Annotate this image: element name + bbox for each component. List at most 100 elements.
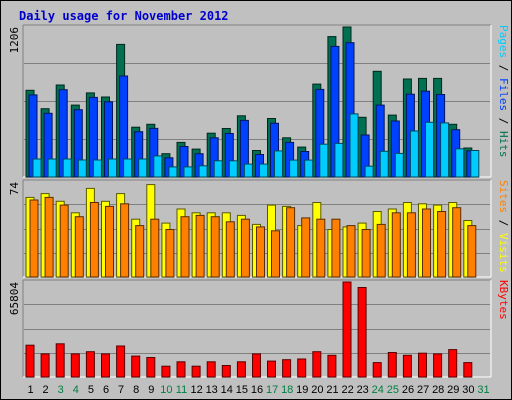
bar-sites-day-21: [331, 218, 341, 278]
x-tick-label-day-22: 22: [341, 384, 353, 396]
legend-entry: Pages: [497, 25, 510, 58]
x-tick-label-day-31: 31: [477, 384, 489, 396]
bar-sites-day-26: [406, 212, 416, 278]
bar-kbytes-day-17: [267, 360, 276, 378]
bar-kbytes-day-7: [116, 345, 126, 378]
bar-pages-day-8: [138, 158, 148, 178]
x-tick-label-day-3: 3: [58, 384, 64, 396]
bar-kbytes-day-22: [342, 281, 352, 378]
panel-hits-files-pages: 1206 Pages / Files / Hits: [8, 24, 510, 178]
bar-sites-day-2: [44, 196, 54, 278]
bar-sites-day-11: [180, 216, 190, 278]
bar-pages-day-11: [183, 166, 193, 178]
bar-sites-day-15: [240, 218, 250, 278]
x-tick-label-day-12: 12: [190, 384, 202, 396]
bar-pages-day-3: [62, 158, 72, 178]
bar-sites-day-27: [422, 208, 431, 278]
bar-kbytes-day-4: [70, 353, 80, 378]
bar-pages-day-9: [153, 155, 163, 178]
bar-sites-day-30: [467, 225, 477, 278]
bar-kbytes-day-19: [297, 358, 307, 378]
x-tick-label-day-28: 28: [432, 384, 444, 396]
x-tick-label-day-14: 14: [221, 384, 233, 396]
bar-pages-day-21: [334, 142, 344, 178]
bar-kbytes-day-27: [418, 352, 427, 378]
bar-sites-day-18: [286, 207, 296, 278]
bar-pages-day-4: [77, 159, 87, 178]
bar-sites-day-23: [361, 229, 371, 278]
y-axis-max-label: 74: [8, 182, 21, 196]
bar-kbytes-day-3: [55, 343, 65, 378]
bar-kbytes-day-30: [463, 362, 473, 378]
bar-pages-day-30: [470, 150, 480, 178]
legend-entry: Visits: [497, 233, 510, 273]
x-tick-label-day-17: 17: [266, 384, 278, 396]
bar-sites-day-22: [346, 225, 356, 278]
bar-kbytes-day-20: [312, 351, 322, 378]
legend-entry: /: [497, 213, 510, 233]
bar-sites-day-9: [150, 218, 160, 278]
x-tick-label-day-6: 6: [103, 384, 109, 396]
bar-kbytes-day-28: [433, 353, 443, 378]
bar-sites-day-1: [29, 199, 39, 278]
bar-kbytes-day-6: [101, 353, 110, 378]
x-tick-label-day-27: 27: [417, 384, 429, 396]
bar-sites-day-17: [271, 230, 280, 278]
x-tick-label-day-24: 24: [372, 384, 384, 396]
bar-pages-day-14: [228, 160, 238, 178]
legend-entry: Sites: [497, 180, 510, 213]
x-tick-label-day-20: 20: [311, 384, 323, 396]
x-tick-label-day-21: 21: [326, 384, 338, 396]
bar-kbytes-day-13: [206, 361, 216, 378]
bar-sites-day-6: [105, 205, 114, 278]
bar-sites-day-3: [59, 204, 69, 278]
panel-visits-sites: 74 Sites / Visits: [8, 179, 510, 278]
bar-sites-day-7: [120, 203, 130, 278]
bar-kbytes-day-15: [236, 361, 246, 378]
bar-pages-day-23: [364, 165, 374, 178]
bar-kbytes-day-11: [176, 361, 186, 378]
panel-kbytes: 65804 KBytes: [8, 279, 510, 378]
bar-kbytes-day-29: [448, 349, 458, 378]
bar-pages-day-15: [243, 163, 253, 178]
legend-entry: /: [497, 111, 510, 131]
bar-pages-day-24: [379, 150, 389, 178]
bar-pages-day-12: [198, 165, 208, 178]
x-tick-label-day-15: 15: [236, 384, 248, 396]
legend-visits-sites: Sites / Visits: [497, 180, 510, 273]
bar-pages-day-1: [32, 158, 42, 178]
x-tick-label-day-10: 10: [160, 384, 172, 396]
bar-kbytes-day-5: [85, 351, 95, 378]
bar-pages-day-22: [349, 113, 359, 178]
bar-sites-day-14: [225, 221, 235, 278]
bar-pages-day-27: [425, 121, 434, 178]
bar-pages-day-19: [304, 159, 314, 178]
bar-kbytes-day-14: [221, 365, 231, 378]
bar-pages-day-2: [47, 158, 57, 178]
bar-kbytes-day-1: [25, 344, 35, 378]
x-tick-label-day-5: 5: [88, 384, 94, 396]
legend-entry: Files: [497, 78, 510, 111]
x-tick-label-day-25: 25: [387, 384, 399, 396]
bar-pages-day-18: [289, 159, 299, 178]
bar-sites-day-29: [452, 207, 462, 278]
x-tick-label-day-23: 23: [357, 384, 369, 396]
legend-entry: KBytes: [497, 280, 510, 320]
bar-pages-day-16: [259, 163, 268, 178]
bar-kbytes-day-2: [40, 353, 50, 378]
bar-sites-day-19: [301, 217, 311, 278]
y-axis-max-label: 1206: [8, 27, 21, 54]
x-tick-label-day-26: 26: [402, 384, 414, 396]
bar-sites-day-16: [256, 226, 265, 278]
bar-pages-day-29: [455, 148, 465, 178]
x-tick-label-day-11: 11: [176, 384, 187, 396]
bar-kbytes-day-16: [252, 353, 261, 378]
x-tick-label-day-7: 7: [118, 384, 124, 396]
x-tick-label-day-2: 2: [43, 384, 49, 396]
x-tick-label-day-8: 8: [133, 384, 139, 396]
bar-pages-day-26: [409, 130, 419, 178]
bar-pages-day-28: [440, 122, 450, 178]
bar-sites-day-13: [210, 216, 220, 278]
bar-kbytes-day-25: [387, 352, 397, 378]
x-tick-label-day-4: 4: [73, 384, 79, 396]
